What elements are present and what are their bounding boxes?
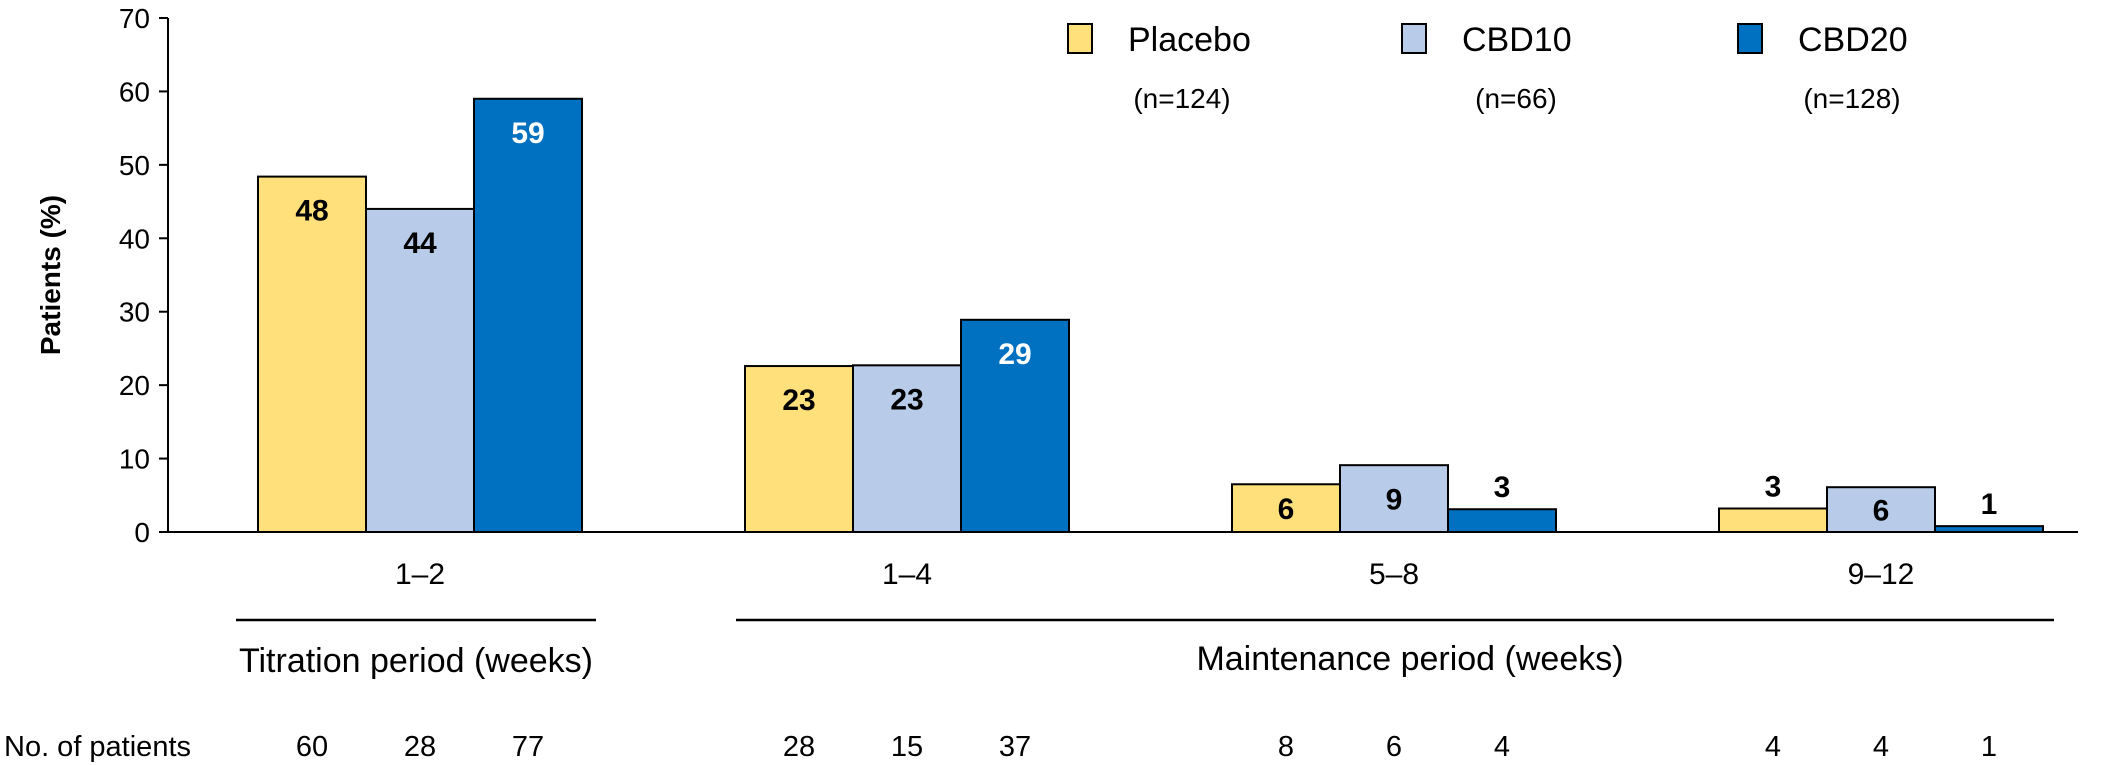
- x-category-label: 5–8: [1369, 558, 1419, 591]
- data-label: 44: [403, 227, 437, 260]
- patient-count: 4: [1765, 731, 1781, 763]
- x-category-label: 1–4: [882, 558, 932, 591]
- patient-count: 28: [404, 731, 436, 763]
- legend-swatch-cbd10: [1401, 23, 1427, 54]
- data-label: 6: [1278, 493, 1295, 526]
- legend-n-label: (n=66): [1475, 83, 1557, 114]
- bar-cbd10: [1339, 464, 1449, 533]
- patient-count: 28: [783, 731, 815, 763]
- y-tick-label: 60: [119, 76, 150, 107]
- patient-count: 60: [296, 731, 328, 763]
- bar-cbd20: [473, 97, 583, 534]
- bar-cbd20: [1447, 508, 1557, 534]
- y-tick-label: 70: [119, 3, 150, 34]
- data-label: 29: [998, 338, 1031, 371]
- legend-swatch-placebo: [1067, 23, 1093, 54]
- data-label: 1: [1981, 488, 1998, 521]
- bar-placebo: [744, 365, 854, 533]
- bar-placebo: [1231, 483, 1341, 533]
- data-label: 3: [1765, 471, 1782, 504]
- maintenance-period-label: Maintenance period (weeks): [1196, 640, 1623, 678]
- y-tick-label: 0: [134, 517, 150, 548]
- y-tick-label: 50: [119, 150, 150, 181]
- bar-placebo: [257, 175, 367, 533]
- x-category-label: 9–12: [1848, 558, 1915, 591]
- bar-cbd10: [1826, 486, 1936, 533]
- legend-label: CBD20: [1798, 21, 1908, 59]
- y-tick-label: 20: [119, 370, 150, 401]
- data-label: 23: [782, 384, 815, 417]
- patient-count: 4: [1494, 731, 1510, 763]
- bar-cbd20: [1934, 525, 2044, 534]
- y-tick-label: 10: [119, 444, 150, 475]
- data-label: 59: [511, 117, 544, 150]
- patient-count: 8: [1278, 731, 1294, 763]
- data-label: 6: [1873, 495, 1890, 528]
- patient-count: 6: [1386, 731, 1402, 763]
- legend-label: CBD10: [1462, 21, 1572, 59]
- legend-swatch-cbd20: [1737, 23, 1763, 54]
- y-tick-label: 30: [119, 297, 150, 328]
- x-category-label: 1–2: [395, 558, 445, 591]
- patient-count: 4: [1873, 731, 1889, 763]
- data-label: 3: [1494, 471, 1511, 504]
- y-axis-title: Patients (%): [35, 195, 66, 355]
- legend-label: Placebo: [1128, 21, 1251, 59]
- titration-period-label: Titration period (weeks): [239, 642, 593, 680]
- patient-count: 1: [1981, 731, 1997, 763]
- patient-count: 77: [512, 731, 544, 763]
- data-label: 23: [890, 383, 923, 416]
- patient-count: 15: [891, 731, 923, 763]
- data-label: 48: [295, 195, 328, 228]
- patient-count: 37: [999, 731, 1031, 763]
- patient-count-row-label: No. of patients: [4, 731, 191, 763]
- bar-placebo: [1718, 507, 1828, 534]
- data-label: 9: [1386, 484, 1403, 517]
- bar-cbd20: [960, 318, 1070, 534]
- y-tick-label: 40: [119, 223, 150, 254]
- bar-cbd10: [852, 364, 962, 533]
- legend-n-label: (n=128): [1803, 83, 1900, 114]
- legend-n-label: (n=124): [1133, 83, 1230, 114]
